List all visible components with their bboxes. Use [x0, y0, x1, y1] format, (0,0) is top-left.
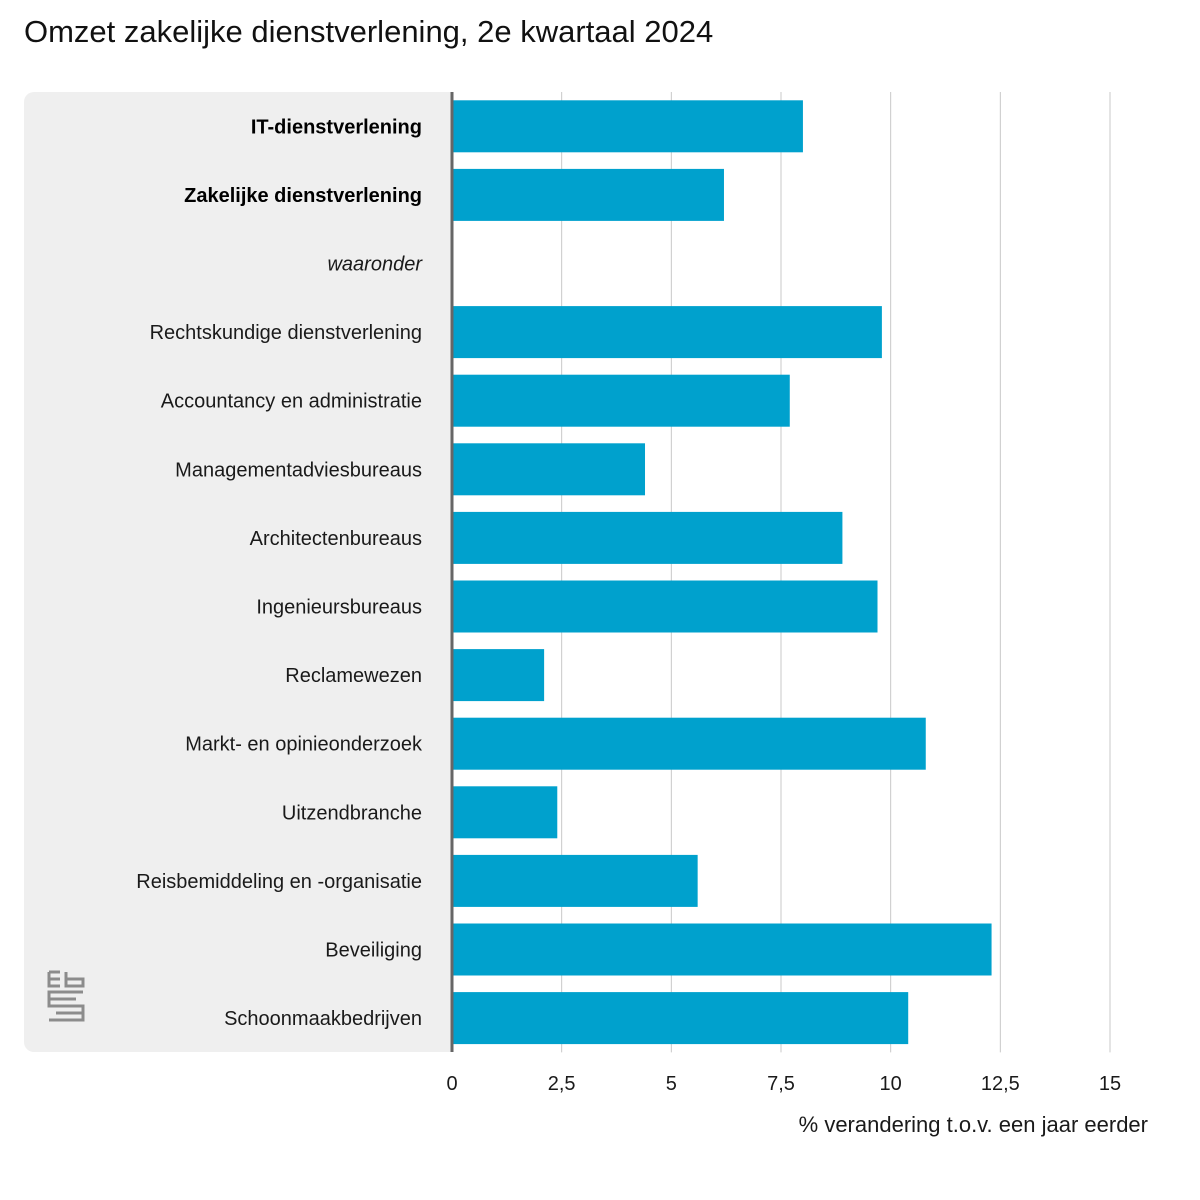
bar[interactable]	[452, 306, 882, 359]
category-label: waaronder	[327, 254, 423, 276]
bar[interactable]	[452, 580, 878, 633]
category-label: Schoonmaakbedrijven	[224, 1008, 422, 1030]
chart-title: Omzet zakelijke dienstverlening, 2e kwar…	[24, 14, 714, 49]
x-axis-title: % verandering t.o.v. een jaar eerder	[799, 1112, 1148, 1137]
bar[interactable]	[452, 786, 558, 839]
category-label: Markt- en opinieonderzoek	[185, 734, 423, 756]
x-tick-label: 10	[880, 1073, 902, 1095]
x-tick-label: 15	[1099, 1073, 1121, 1095]
bar[interactable]	[452, 511, 843, 564]
bar[interactable]	[452, 100, 803, 153]
bar[interactable]	[452, 923, 992, 976]
category-labels: IT-dienstverlening Zakelijke dienstverlen…	[136, 116, 423, 1030]
x-tick-label: 5	[666, 1073, 677, 1095]
category-label: Reisbemiddeling en -organisatie	[136, 871, 422, 893]
bar[interactable]	[452, 649, 545, 702]
bar[interactable]	[452, 854, 698, 907]
bar[interactable]	[452, 443, 646, 496]
x-tick-label: 0	[446, 1073, 457, 1095]
category-label: Architectenbureaus	[250, 528, 422, 550]
x-tick-label: 12,5	[981, 1073, 1020, 1095]
category-label: Zakelijke dienstverlening	[184, 185, 422, 207]
label-panel	[24, 92, 452, 1052]
category-label: Rechtskundige dienstverlening	[150, 322, 422, 344]
category-label: Reclamewezen	[285, 665, 422, 687]
bars	[452, 100, 992, 1045]
gridlines	[561, 92, 1111, 1053]
category-label: Beveiliging	[325, 940, 422, 962]
x-tick-label: 7,5	[767, 1073, 795, 1095]
category-label: Accountancy en administratie	[161, 391, 422, 413]
category-label: Ingenieursbureaus	[256, 597, 422, 619]
cbs-logo-icon	[47, 970, 85, 1022]
bar[interactable]	[452, 717, 926, 770]
category-label: Uitzendbranche	[282, 802, 422, 824]
bar[interactable]	[452, 374, 790, 427]
bar[interactable]	[452, 992, 909, 1045]
x-tick-label: 2,5	[548, 1073, 576, 1095]
bar[interactable]	[452, 168, 724, 221]
category-label: Managementadviesbureaus	[175, 459, 422, 481]
x-tick-labels: 0 2,5 5 7,5 10 12,5 15	[446, 1073, 1121, 1095]
category-label: IT-dienstverlening	[251, 116, 422, 138]
